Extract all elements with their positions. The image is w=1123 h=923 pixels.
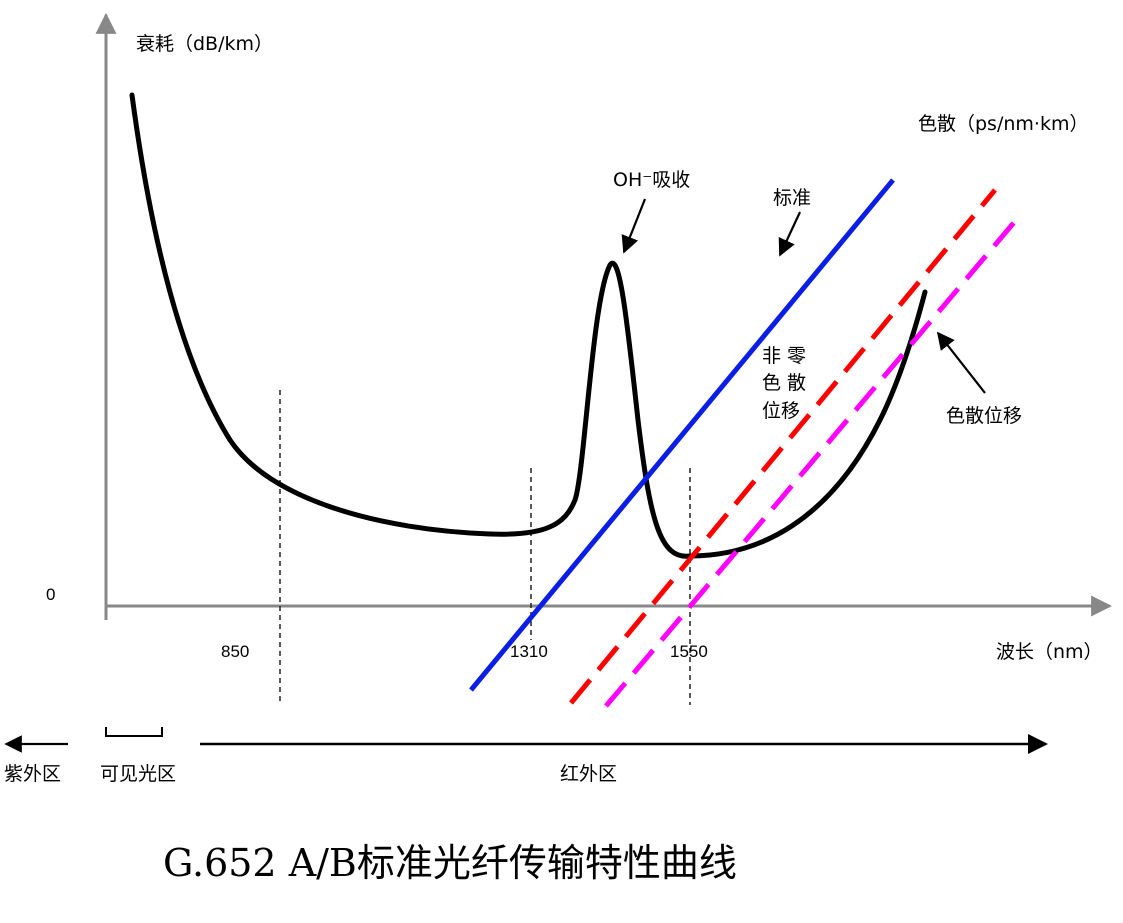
ir-region-label: 红外区 xyxy=(560,763,617,785)
series-dsf-line xyxy=(604,211,1024,708)
nzdsf-label-line2: 色 散 xyxy=(762,372,806,394)
y-zero-label: 0 xyxy=(46,585,55,604)
y-axis-label-right: 色散（ps/nm·km） xyxy=(918,113,1088,135)
oh-arrow xyxy=(621,198,647,254)
dsf-label: 色散位移 xyxy=(946,405,1022,427)
chart-title: G.652 A/B标准光纤传输特性曲线 xyxy=(163,841,737,885)
x-tick-label: 1310 xyxy=(510,642,548,661)
series-standard-line xyxy=(469,178,895,692)
y-axis-label: 衰耗（dB/km） xyxy=(136,33,273,55)
standard-label: 标准 xyxy=(773,187,811,209)
visible-bracket xyxy=(105,727,163,737)
x-tick-label: 1550 xyxy=(670,642,708,661)
oh-absorption-label: OH⁻吸收 xyxy=(613,169,690,191)
x-tick-label: 850 xyxy=(221,642,249,661)
x-axis-label: 波长（nm） xyxy=(996,641,1103,663)
nzdsf-label-line1: 非 零 xyxy=(762,345,806,367)
attenuation-curve xyxy=(129,92,928,559)
uv-region-label: 紫外区 xyxy=(4,763,61,785)
visible-region-label: 可见光区 xyxy=(100,763,176,785)
dsf-arrow xyxy=(936,331,986,394)
standard-arrow xyxy=(778,211,801,257)
nzdsf-label-line3: 位移 xyxy=(762,400,800,422)
series-nzdsf-line xyxy=(569,188,997,705)
